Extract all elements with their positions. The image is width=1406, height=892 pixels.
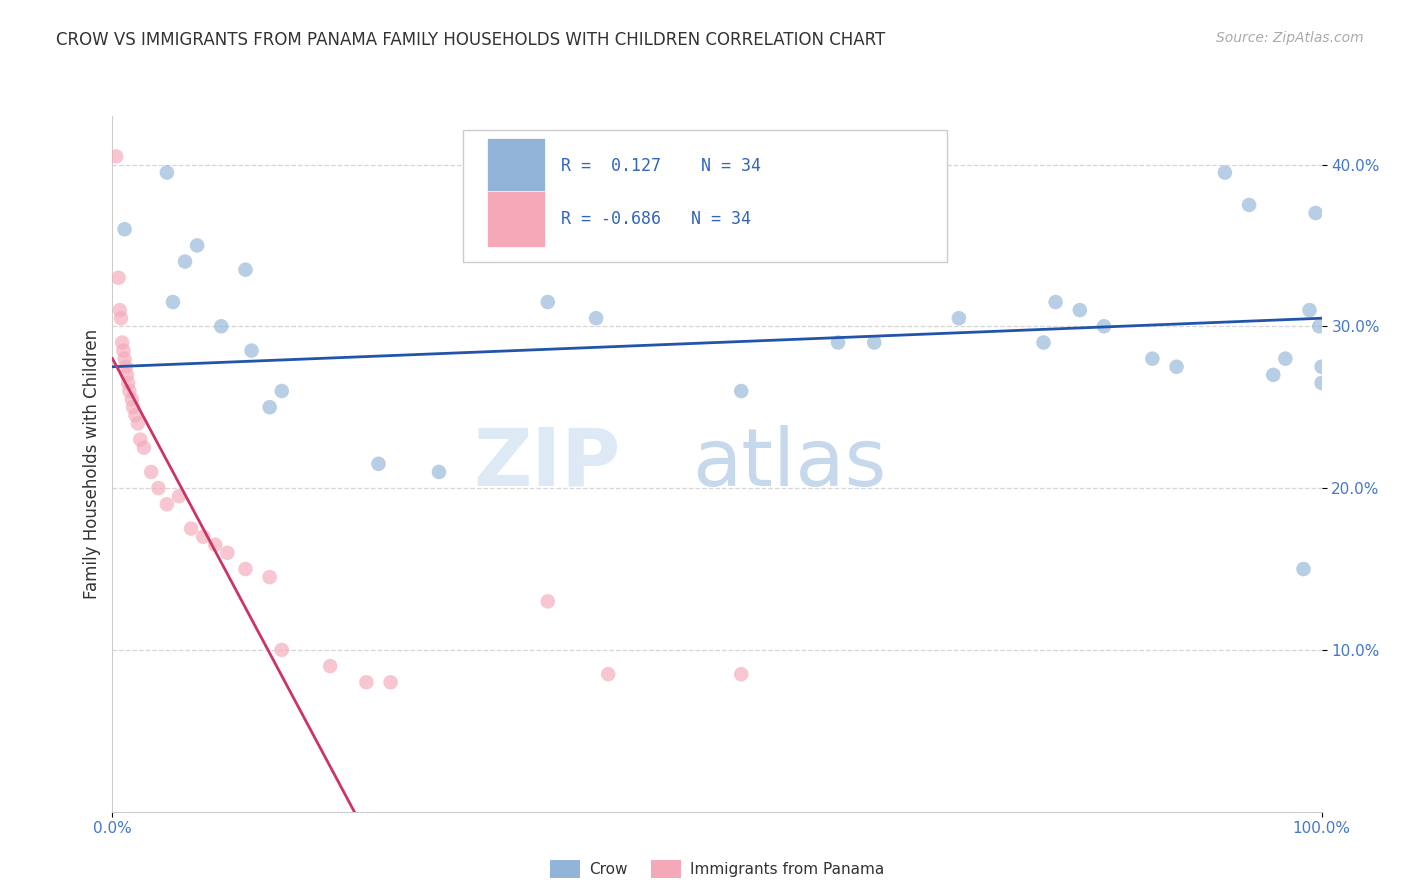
Text: R =  0.127    N = 34: R = 0.127 N = 34 (561, 157, 761, 175)
Point (124, 409, 146, 423)
Point (598, 667, 620, 681)
Point (1166, 359, 1188, 374)
Point (1308, 319, 1330, 334)
Point (121, 392, 143, 406)
Point (174, 254, 197, 268)
Point (156, 497, 179, 511)
Point (105, 149, 128, 163)
Point (270, 384, 292, 398)
Point (1142, 351, 1164, 366)
Point (356, 675, 378, 690)
Point (132, 441, 155, 455)
Point (186, 238, 208, 252)
Legend: Crow, Immigrants from Panama: Crow, Immigrants from Panama (543, 855, 891, 884)
Point (117, 376, 139, 390)
Point (111, 335, 134, 350)
Point (114, 222, 136, 236)
Point (156, 165, 179, 179)
Point (209, 319, 232, 334)
Point (114, 359, 136, 374)
Text: R = -0.686   N = 34: R = -0.686 N = 34 (561, 210, 751, 228)
Point (259, 401, 281, 415)
Point (1310, 359, 1333, 374)
Point (141, 465, 163, 479)
FancyBboxPatch shape (463, 130, 946, 262)
Point (1237, 198, 1260, 212)
Point (730, 667, 752, 681)
Point (191, 530, 215, 544)
Point (217, 546, 239, 560)
Point (380, 675, 402, 690)
Point (235, 262, 257, 277)
Text: CROW VS IMMIGRANTS FROM PANAMA FAMILY HOUSEHOLDS WITH CHILDREN CORRELATION CHART: CROW VS IMMIGRANTS FROM PANAMA FAMILY HO… (56, 31, 886, 49)
FancyBboxPatch shape (488, 191, 546, 247)
Point (1292, 562, 1315, 576)
Point (240, 343, 263, 358)
Point (270, 643, 292, 657)
Point (1263, 368, 1285, 382)
Point (427, 465, 450, 479)
Point (1274, 351, 1296, 366)
Point (112, 343, 135, 358)
Point (1045, 295, 1067, 310)
Point (129, 433, 152, 447)
Text: ZIP: ZIP (472, 425, 620, 503)
FancyBboxPatch shape (488, 138, 546, 194)
Point (107, 270, 129, 285)
Point (118, 384, 141, 398)
Point (367, 457, 389, 471)
Point (827, 335, 849, 350)
Point (1069, 303, 1091, 318)
Point (1213, 165, 1236, 179)
Point (167, 489, 190, 503)
Point (204, 538, 226, 552)
Point (162, 295, 184, 310)
Point (114, 351, 136, 366)
Text: Source: ZipAtlas.com: Source: ZipAtlas.com (1216, 31, 1364, 45)
Point (585, 311, 607, 326)
Point (948, 311, 970, 326)
Point (730, 384, 752, 398)
Point (108, 303, 131, 318)
Point (1310, 376, 1333, 390)
Point (122, 401, 145, 415)
Point (148, 481, 170, 495)
Text: atlas: atlas (692, 425, 886, 503)
Point (1298, 303, 1320, 318)
Y-axis label: Family Households with Children: Family Households with Children (83, 329, 101, 599)
Point (235, 562, 257, 576)
Point (1305, 206, 1327, 220)
Point (537, 295, 560, 310)
Point (259, 570, 281, 584)
Point (1032, 335, 1054, 350)
Point (180, 522, 202, 536)
Point (110, 311, 132, 326)
Point (115, 368, 138, 382)
Point (863, 335, 886, 350)
Point (319, 659, 342, 673)
Point (1092, 319, 1115, 334)
Point (537, 594, 560, 608)
Point (127, 417, 149, 431)
